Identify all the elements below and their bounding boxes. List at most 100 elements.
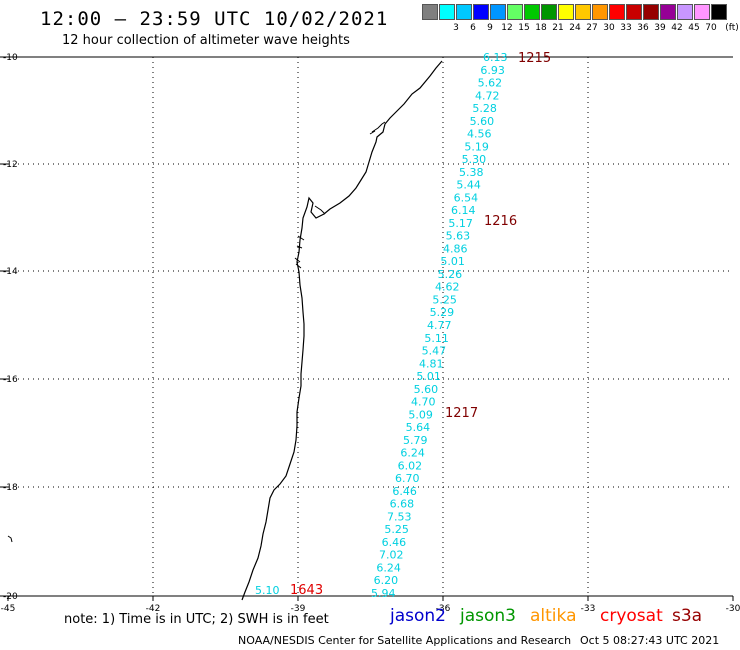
- swh-value: 4.86: [443, 242, 468, 255]
- swh-value: 5.01: [440, 255, 465, 268]
- swh-value: 5.25: [384, 523, 409, 536]
- swh-value: 5.64: [406, 421, 431, 434]
- scale-swatch: [592, 4, 608, 20]
- scale-label: 45: [688, 23, 700, 33]
- lon-label: -36: [436, 604, 451, 614]
- swh-value: 5.30: [462, 153, 487, 166]
- satellite-cryosat: cryosat: [600, 606, 663, 626]
- swh-value: 6.68: [390, 498, 415, 511]
- lon-label: -33: [581, 604, 596, 614]
- scale-label: 42: [671, 23, 683, 33]
- swh-value: 5.29: [430, 306, 455, 319]
- scale-swatch: [694, 4, 710, 20]
- swh-track-1215: 6.136.935.624.725.285.604.565.195.305.38…: [371, 51, 508, 600]
- scale-swatch: [609, 4, 625, 20]
- swh-value: 6.70: [395, 472, 420, 485]
- timestamp-text: Oct 5 08:27:43 UTC 2021: [580, 634, 720, 647]
- swh-value: 7.53: [387, 510, 412, 523]
- swh-value: 5.47: [422, 345, 447, 358]
- scale-swatch: [660, 4, 676, 20]
- scale-swatch: [439, 4, 455, 20]
- time-labels: 1215 1216 1217 1643: [290, 51, 551, 598]
- grid-lines: [8, 57, 733, 596]
- swh-value: 4.62: [435, 281, 460, 294]
- swh-value: 6.02: [398, 459, 423, 472]
- scale-swatch: [677, 4, 693, 20]
- satellite-s3a: s3a: [672, 606, 703, 626]
- credit-text: NOAA/NESDIS Center for Satellite Applica…: [238, 634, 572, 647]
- footer-note: note: 1) Time is in UTC; 2) SWH is in fe…: [64, 612, 329, 627]
- scale-label: 30: [603, 23, 615, 33]
- swh-value: 5.28: [472, 102, 497, 115]
- swh-track-1643: 5.10: [255, 584, 280, 597]
- swh-value: 4.56: [467, 128, 492, 141]
- swh-value: 4.70: [411, 396, 436, 409]
- scale-label: 9: [487, 23, 493, 33]
- lon-label: -39: [291, 604, 306, 614]
- scale-swatch: [473, 4, 489, 20]
- scale-swatch: [558, 4, 574, 20]
- scale-label: 39: [654, 23, 666, 33]
- swh-value: 5.63: [446, 230, 471, 243]
- scale-label: 6: [470, 23, 476, 33]
- time-label: 1216: [484, 214, 517, 229]
- scale-swatch: [541, 4, 557, 20]
- satellite-jason3: jason3: [460, 606, 516, 626]
- coastline-detail: [7, 121, 386, 543]
- lon-label: -45: [1, 604, 16, 614]
- scale-swatch: [643, 4, 659, 20]
- swh-value: 4.81: [419, 357, 444, 370]
- scale-swatch: [524, 4, 540, 20]
- map-subtitle: 12 hour collection of altimeter wave hei…: [62, 33, 350, 48]
- time-label: 1217: [445, 406, 478, 421]
- swh-value: 6.93: [480, 64, 505, 77]
- lat-label: -10: [3, 53, 18, 63]
- scale-label: 24: [569, 23, 581, 33]
- map-title: 12:00 – 23:59 UTC 10/02/2021: [40, 8, 389, 30]
- scale-swatch: [456, 4, 472, 20]
- swh-value: 5.94: [371, 587, 396, 600]
- swh-value: 5.44: [456, 179, 481, 192]
- lat-label: -18: [3, 483, 18, 493]
- scale-label: 3: [453, 23, 459, 33]
- swh-value: 5.10: [255, 584, 280, 597]
- swh-value: 6.13: [483, 51, 508, 64]
- swh-value: 7.02: [379, 549, 404, 562]
- swh-value: 5.11: [424, 332, 449, 345]
- lat-label: -12: [3, 160, 18, 170]
- scale-label: 70: [705, 23, 717, 33]
- lat-label: -14: [3, 267, 18, 277]
- time-label: 1643: [290, 583, 323, 598]
- swh-value: 6.46: [392, 485, 417, 498]
- lat-label: -16: [3, 375, 18, 385]
- lon-label: -42: [146, 604, 161, 614]
- swh-value: 5.60: [470, 115, 495, 128]
- swh-value: 6.24: [376, 561, 401, 574]
- lon-label: -30: [726, 604, 740, 614]
- swh-value: 5.01: [416, 370, 441, 383]
- swh-value: 6.54: [454, 191, 479, 204]
- swh-value: 5.25: [432, 293, 457, 306]
- scale-swatch: [490, 4, 506, 20]
- scale-unit: (ft): [725, 23, 739, 33]
- swh-value: 4.72: [475, 89, 500, 102]
- scale-label: 12: [501, 23, 513, 33]
- scale-swatch: [575, 4, 591, 20]
- scale-label: 33: [620, 23, 632, 33]
- swh-value: 5.38: [459, 166, 484, 179]
- scale-swatch: [711, 4, 727, 20]
- scale-label: 21: [552, 23, 564, 33]
- scale-label: 18: [535, 23, 547, 33]
- swh-value: 6.24: [400, 447, 425, 460]
- swh-value: 6.46: [382, 536, 407, 549]
- swh-value: 6.14: [451, 204, 476, 217]
- swh-value: 5.19: [464, 140, 489, 153]
- lat-label: -20: [3, 592, 18, 602]
- scale-swatch: [626, 4, 642, 20]
- satellite-altika: altika: [530, 606, 577, 626]
- scale-label: 36: [637, 23, 649, 33]
- scale-label: 15: [518, 23, 530, 33]
- swh-value: 5.79: [403, 434, 428, 447]
- scale-swatch: [507, 4, 523, 20]
